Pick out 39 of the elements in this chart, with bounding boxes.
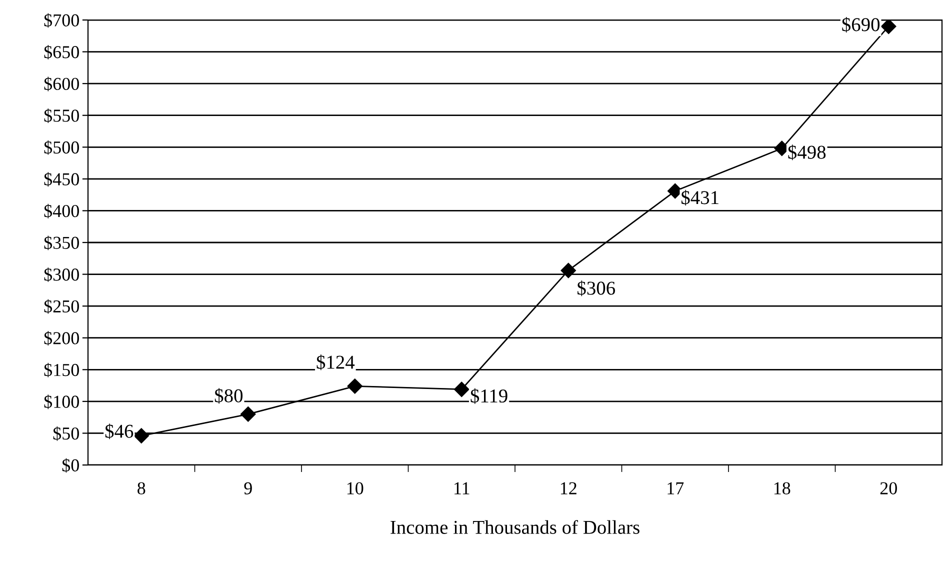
point <box>134 428 149 444</box>
x-tick-label: 9 <box>244 482 252 494</box>
data-label: $690 <box>842 16 880 33</box>
data-label: $431 <box>682 190 718 206</box>
y-tick-label: $350 <box>44 236 79 250</box>
point <box>560 262 576 278</box>
point <box>881 20 896 34</box>
y-tick-label: $650 <box>44 44 79 60</box>
data-label: $119 <box>470 388 508 404</box>
y-tick-label: $550 <box>44 108 79 123</box>
y-tick-label: $0 <box>62 458 79 473</box>
x-tick-label: 12 <box>560 482 576 494</box>
y-tick-label: $400 <box>44 204 79 218</box>
y-tick-label: $100 <box>44 394 79 410</box>
y-tick-label: $200 <box>44 331 79 346</box>
y-tick-label: $450 <box>44 172 79 187</box>
y-tick-label: $500 <box>44 140 79 155</box>
data-label: $46 <box>105 424 134 440</box>
point <box>240 406 256 422</box>
data-label: $124 <box>316 354 355 370</box>
x-tick-label: 17 <box>668 482 684 494</box>
x-tick-label: 8 <box>138 482 146 494</box>
y-tick-label: $300 <box>44 267 79 282</box>
y-tick-label: $250 <box>44 299 79 314</box>
x-tick-label: 18 <box>774 482 790 494</box>
data-label: $306 <box>578 280 616 296</box>
y-tick-label: $600 <box>44 76 79 92</box>
y-tick-label: $50 <box>53 426 79 441</box>
y-tick-label: $700 <box>44 13 79 28</box>
x-axis-title: Income in Thousands of Dollars <box>390 520 640 534</box>
point <box>347 378 362 394</box>
y-tick-label: $150 <box>44 362 79 378</box>
point <box>668 183 683 199</box>
data-label: $498 <box>788 144 826 160</box>
x-tick-label: 10 <box>347 482 364 494</box>
x-tick-label: 11 <box>454 482 470 494</box>
data-label: $80 <box>214 388 243 404</box>
point <box>454 382 470 397</box>
x-tick-label: 20 <box>880 482 897 494</box>
